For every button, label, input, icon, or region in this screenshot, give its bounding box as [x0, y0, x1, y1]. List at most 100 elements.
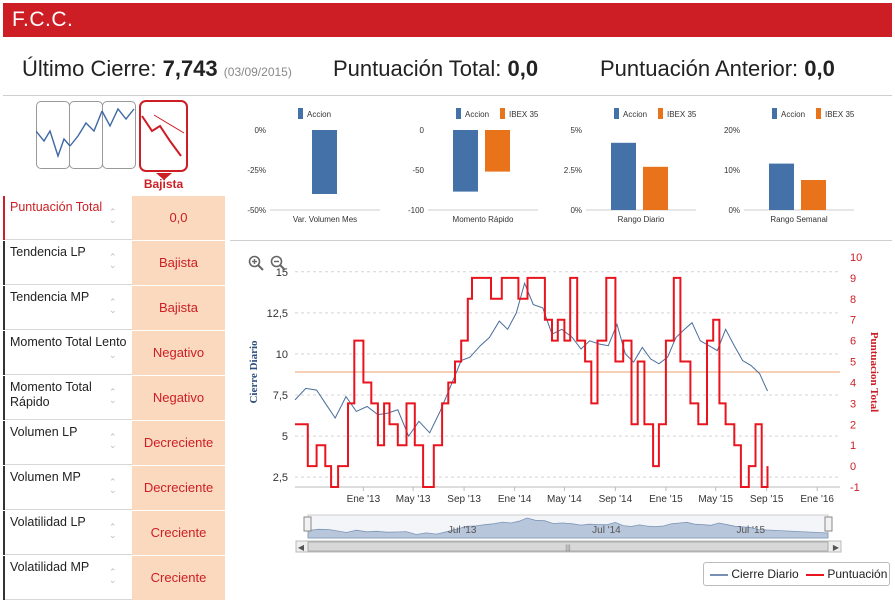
score-name: Puntuación Total [3, 196, 131, 240]
navigator-handle-right[interactable] [824, 516, 833, 532]
legend-price-label: Cierre Diario [731, 567, 799, 581]
y-tick-label: 7,5 [273, 390, 288, 402]
y2-tick-label: 8 [850, 294, 856, 306]
score-row[interactable]: Volatilidad LP ⌃ ⌄ Creciente [3, 511, 225, 555]
legend-swatch [456, 108, 461, 119]
scroll-grip-icon: ||| [565, 545, 571, 552]
navigator-label: Jul '13 [448, 525, 477, 536]
trend-card-selected[interactable] [139, 100, 188, 172]
x-tick-label: Ene '14 [498, 494, 532, 505]
sort-arrows-icon[interactable]: ⌃ ⌄ [109, 477, 117, 495]
legend-swatch [772, 108, 777, 119]
score-row[interactable]: Momento Total Lento ⌃ ⌄ Negativo [3, 331, 225, 375]
previous-score: Puntuación Anterior: 0,0 [600, 56, 835, 82]
zoom-in-icon[interactable] [248, 255, 264, 271]
y2-tick-label: 1 [850, 440, 856, 452]
trend-selected-label: Bajista [143, 177, 184, 191]
bar [485, 130, 510, 172]
y2-tick-label: 6 [850, 336, 856, 348]
last-close-date: (03/09/2015) [223, 65, 292, 79]
legend-item-score[interactable]: Puntuación [806, 563, 887, 585]
category-label: Var. Volumen Mes [293, 215, 357, 224]
score-name: Momento Total Rápido [3, 376, 131, 420]
score-value: Bajista [132, 241, 225, 285]
y2-tick-label: 0 [850, 461, 856, 473]
last-close-label: Último Cierre: [22, 56, 157, 81]
score-row[interactable]: Puntuación Total ⌃ ⌄ 0,0 [3, 196, 225, 240]
score-name: Volumen LP [3, 421, 131, 465]
x-tick-label: Ene '13 [347, 494, 381, 505]
y-tick-label: 0% [728, 206, 740, 215]
sort-arrows-icon[interactable]: ⌃ ⌄ [109, 252, 117, 270]
previous-score-value: 0,0 [804, 56, 835, 81]
category-label: Rango Semanal [770, 215, 828, 224]
legend-swatch [298, 108, 303, 119]
score-value: Decreciente [132, 466, 225, 510]
y2-tick-label: 9 [850, 273, 856, 285]
total-score: Puntuación Total: 0,0 [333, 56, 538, 82]
x-tick-label: Sep '13 [447, 494, 481, 505]
legend-label: Accion [465, 110, 489, 119]
score-value: Bajista [132, 286, 225, 330]
category-label: Rango Diario [618, 215, 665, 224]
divider [3, 95, 892, 96]
sort-arrows-icon[interactable]: ⌃ ⌄ [109, 207, 117, 225]
score-row[interactable]: Tendencia MP ⌃ ⌄ Bajista [3, 286, 225, 330]
bar [801, 180, 826, 210]
legend-score-swatch [806, 573, 824, 576]
legend-swatch [658, 108, 663, 119]
bar [769, 163, 794, 210]
trend-card-2[interactable] [69, 101, 103, 169]
navigator-label: Jul '15 [736, 525, 765, 536]
legend-label: Accion [307, 110, 331, 119]
bar [643, 166, 668, 210]
y2-tick-label: 2 [850, 419, 856, 431]
sort-arrows-icon[interactable]: ⌃ ⌄ [109, 567, 117, 585]
series-line-score [295, 276, 769, 488]
legend-label: IBEX 35 [509, 110, 539, 119]
series-line-price [294, 281, 768, 438]
sort-arrows-icon[interactable]: ⌃ ⌄ [109, 342, 117, 360]
last-close: Último Cierre: 7,743 (03/09/2015) [22, 56, 292, 82]
score-row[interactable]: Momento Total Rápido ⌃ ⌄ Negativo [3, 376, 225, 420]
y-tick-label: 20% [724, 126, 740, 135]
score-name: Volatilidad MP [3, 556, 131, 600]
sort-arrows-icon[interactable]: ⌃ ⌄ [109, 432, 117, 450]
chart-legend: Cierre Diario Puntuación [703, 562, 890, 586]
trend-card-1[interactable] [36, 101, 70, 169]
scrollbar-thumb[interactable] [307, 541, 829, 552]
score-row[interactable]: Volumen LP ⌃ ⌄ Decreciente [3, 421, 225, 465]
legend-price-swatch [710, 574, 728, 576]
scroll-left-icon: ◀ [298, 543, 305, 552]
navigator-handle-left[interactable] [303, 516, 312, 532]
y-tick-label: 2.5% [564, 166, 582, 175]
y-tick-label: 12,5 [267, 308, 288, 320]
score-row[interactable]: Volumen MP ⌃ ⌄ Decreciente [3, 466, 225, 510]
zoom-out-icon[interactable] [270, 255, 286, 271]
sort-arrows-icon[interactable]: ⌃ ⌄ [109, 387, 117, 405]
score-name: Volatilidad LP [3, 511, 131, 555]
legend-label: Accion [781, 110, 805, 119]
y-tick-label: 10 [276, 349, 288, 361]
legend-label: Accion [623, 110, 647, 119]
score-row[interactable]: Tendencia LP ⌃ ⌄ Bajista [3, 241, 225, 285]
y-tick-label: 10% [724, 166, 740, 175]
score-value: Decreciente [132, 421, 225, 465]
y-tick-label: -50% [247, 206, 266, 215]
legend-item-price[interactable]: Cierre Diario [710, 563, 799, 585]
sort-arrows-icon[interactable]: ⌃ ⌄ [109, 297, 117, 315]
trend-card-3[interactable] [102, 101, 136, 169]
navigator-series [307, 517, 829, 539]
score-name: Tendencia MP [3, 286, 131, 330]
x-tick-label: Ene '16 [800, 494, 834, 505]
score-row[interactable]: Volatilidad MP ⌃ ⌄ Creciente [3, 556, 225, 600]
page-title: F.C.C. [12, 8, 74, 31]
y-tick-label: 5 [282, 431, 288, 443]
y2-tick-label: 4 [850, 377, 856, 389]
sort-arrows-icon[interactable]: ⌃ ⌄ [109, 522, 117, 540]
y-tick-label: 5% [570, 126, 582, 135]
y2-tick-label: 7 [850, 315, 856, 327]
app-header: F.C.C. [3, 3, 892, 37]
last-close-value: 7,743 [162, 56, 218, 81]
